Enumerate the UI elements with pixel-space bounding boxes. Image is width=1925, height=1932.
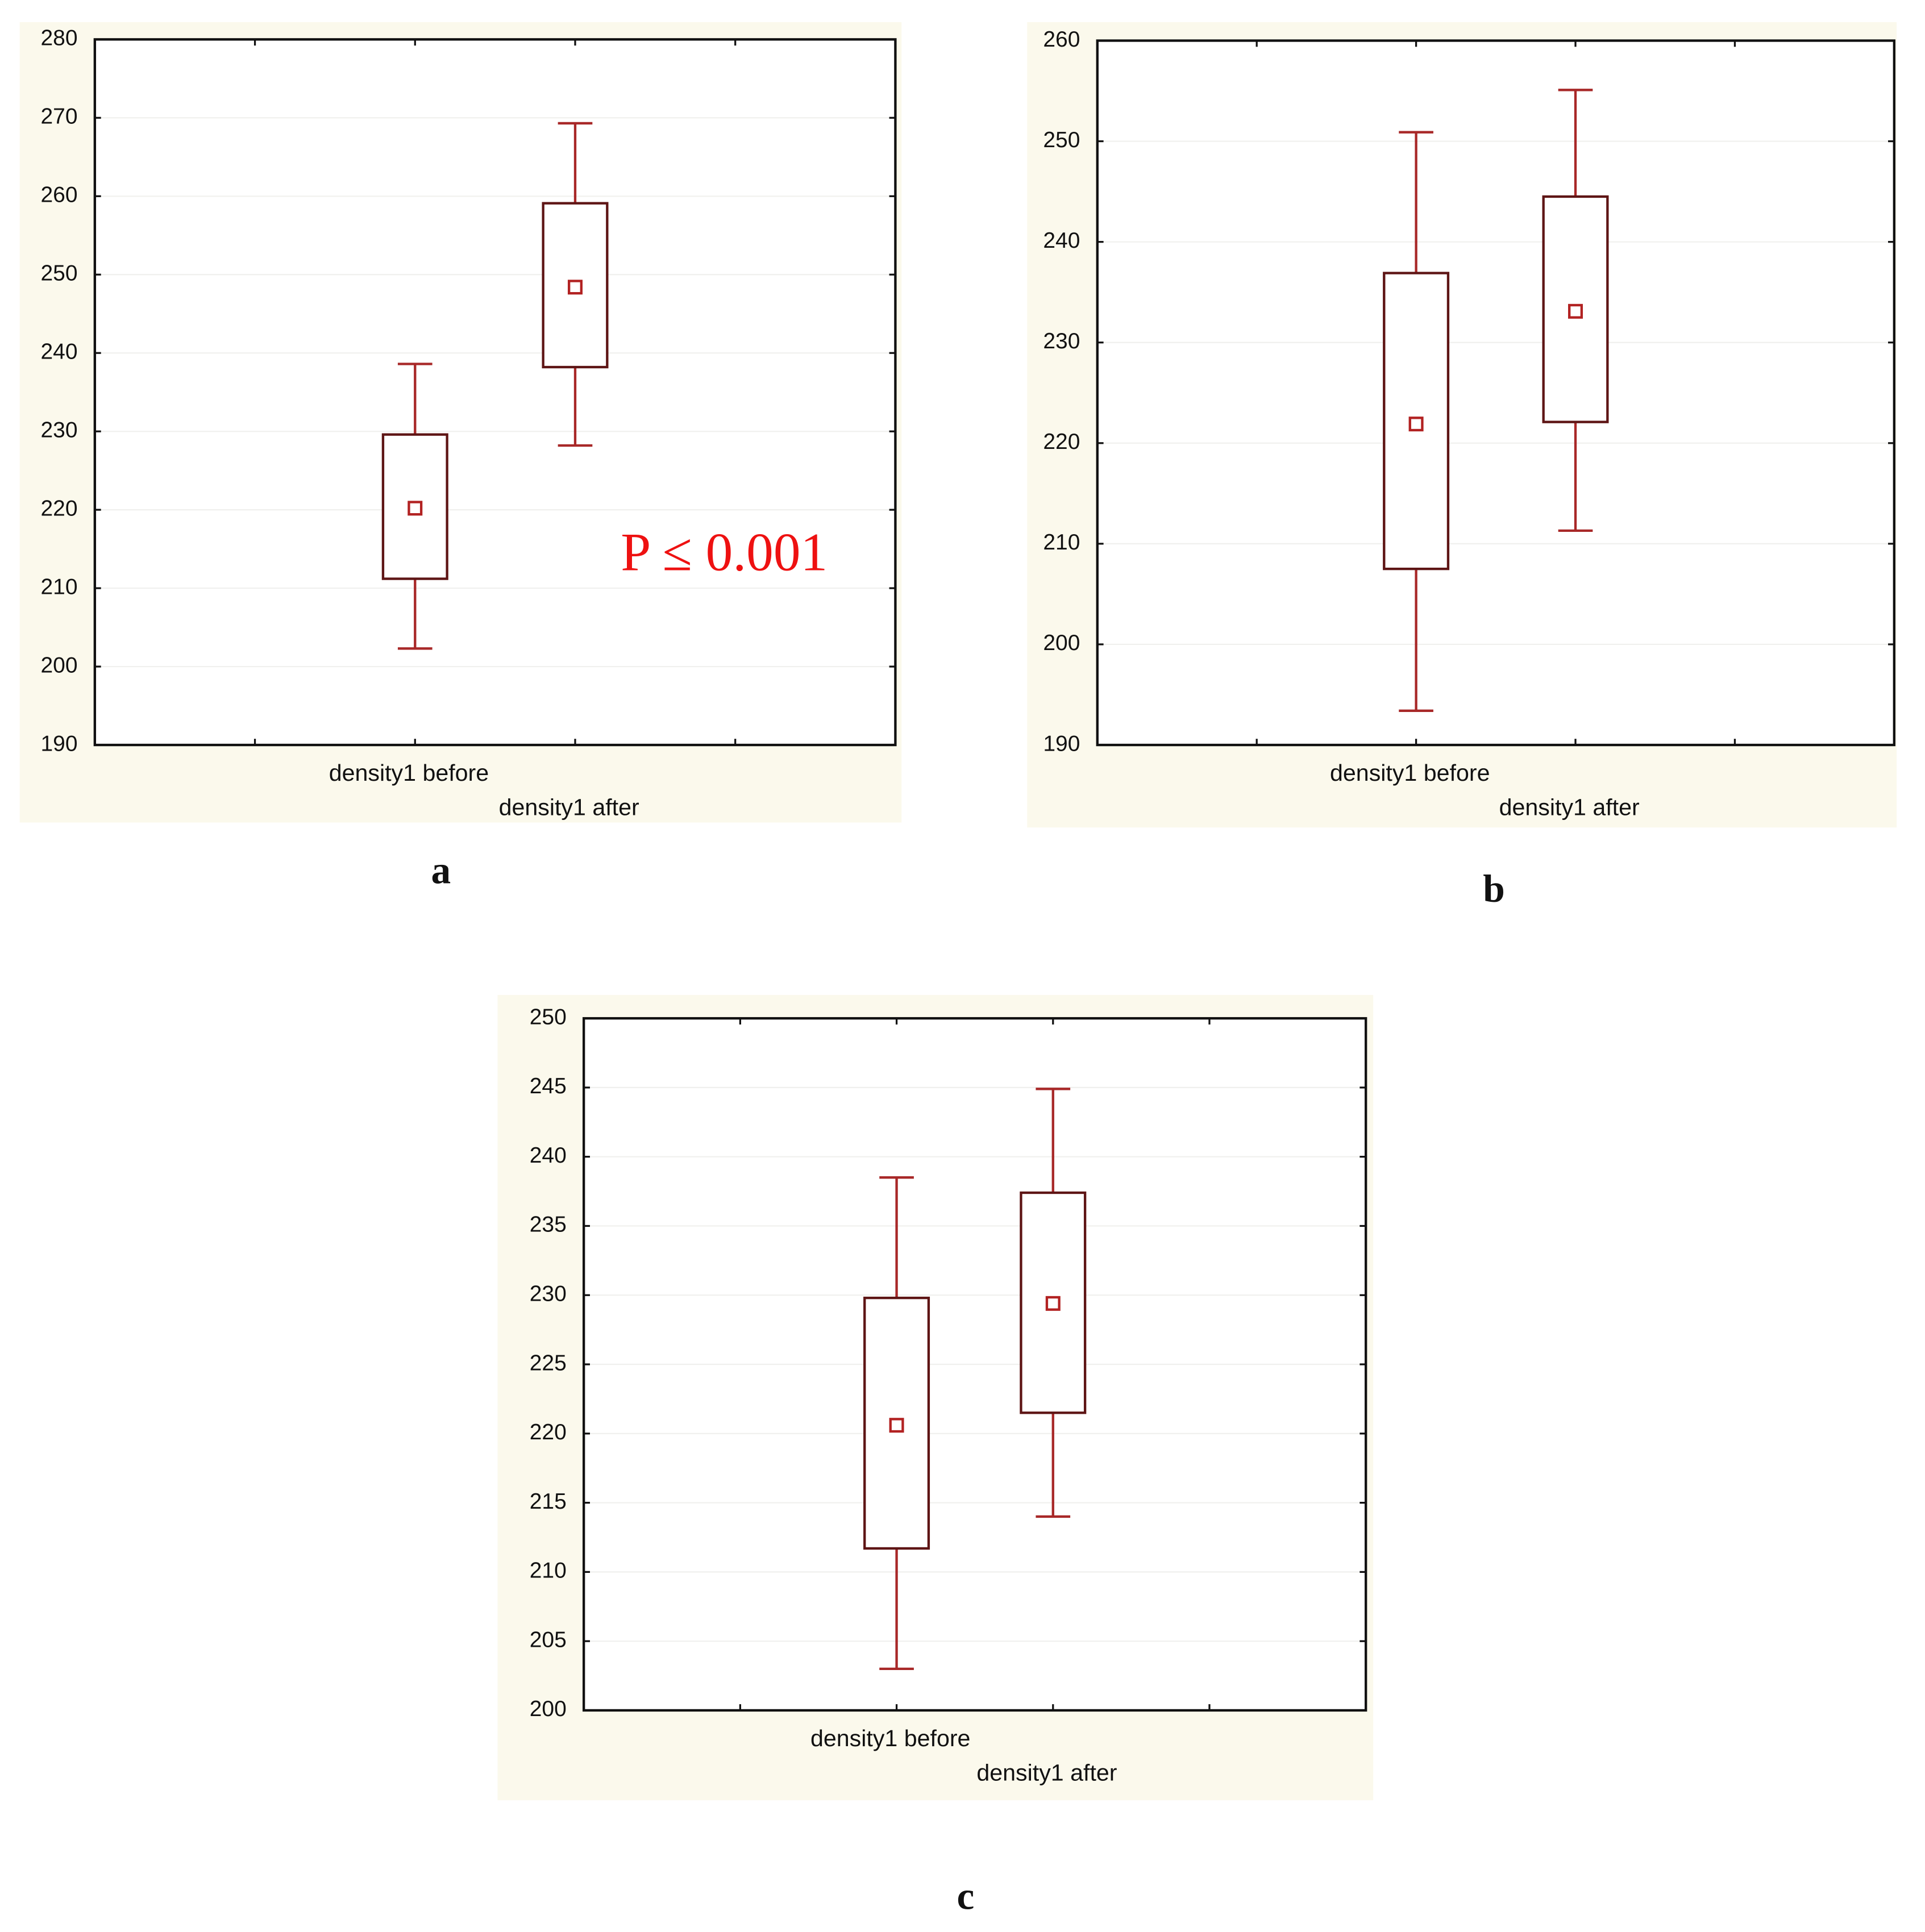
y-tick-label: 250 [530, 1005, 567, 1029]
mean-marker [1568, 303, 1583, 319]
y-tick-label: 250 [1043, 128, 1080, 152]
y-tick-label: 210 [530, 1559, 567, 1583]
y-tick-label: 220 [1043, 430, 1080, 454]
y-tick-label: 215 [530, 1489, 567, 1514]
y-tick-label: 280 [40, 26, 77, 51]
box [1383, 272, 1450, 571]
box [863, 1296, 930, 1550]
y-tick-label: 200 [1043, 631, 1080, 655]
panel-label: a [431, 848, 451, 892]
x-tick-label: density1 before [1330, 760, 1490, 786]
y-tick-label: 230 [40, 418, 77, 442]
y-tick-label: 200 [40, 653, 77, 677]
annotation: P ≤ 0.001 [621, 522, 828, 582]
x-tick-label: density1 before [329, 760, 489, 786]
plot-area [1097, 40, 1894, 746]
panel-label: b [1483, 867, 1505, 910]
y-tick-label: 260 [1043, 27, 1080, 52]
y-tick-label: 220 [40, 496, 77, 521]
x-tick-label: density1 after [976, 1760, 1117, 1786]
box [1542, 195, 1609, 423]
x-tick-label: density1 before [810, 1725, 970, 1751]
y-tick-label: 190 [40, 731, 77, 756]
box [542, 202, 609, 369]
plot-frame [93, 38, 897, 747]
x-tick-label: density1 after [1499, 794, 1640, 821]
y-tick-label: 210 [40, 574, 77, 599]
y-tick-label: 225 [530, 1351, 567, 1375]
plot-area [94, 39, 896, 746]
box [1020, 1191, 1087, 1414]
y-tick-label: 240 [40, 339, 77, 364]
plot-frame [1096, 39, 1895, 747]
y-tick-label: 200 [530, 1697, 567, 1721]
mean-marker [1045, 1296, 1061, 1311]
mean-marker [408, 501, 423, 516]
y-tick-label: 240 [1043, 228, 1080, 253]
y-tick-label: 190 [1043, 731, 1080, 756]
y-tick-label: 260 [40, 183, 77, 207]
y-tick-label: 245 [530, 1074, 567, 1098]
mean-marker [567, 280, 583, 295]
plot-frame [582, 1017, 1367, 1712]
box [381, 433, 448, 580]
mean-marker [889, 1418, 904, 1433]
mean-marker [1408, 417, 1424, 432]
x-tick-label: density1 after [499, 794, 639, 821]
panel-label: c [957, 1874, 975, 1918]
y-tick-label: 240 [530, 1143, 567, 1168]
y-tick-label: 220 [530, 1420, 567, 1444]
y-tick-label: 250 [40, 261, 77, 286]
y-tick-label: 210 [1043, 530, 1080, 555]
y-tick-label: 270 [40, 105, 77, 129]
y-tick-label: 205 [530, 1627, 567, 1652]
y-tick-label: 235 [530, 1213, 567, 1237]
y-tick-label: 230 [530, 1282, 567, 1306]
y-tick-label: 230 [1043, 329, 1080, 353]
